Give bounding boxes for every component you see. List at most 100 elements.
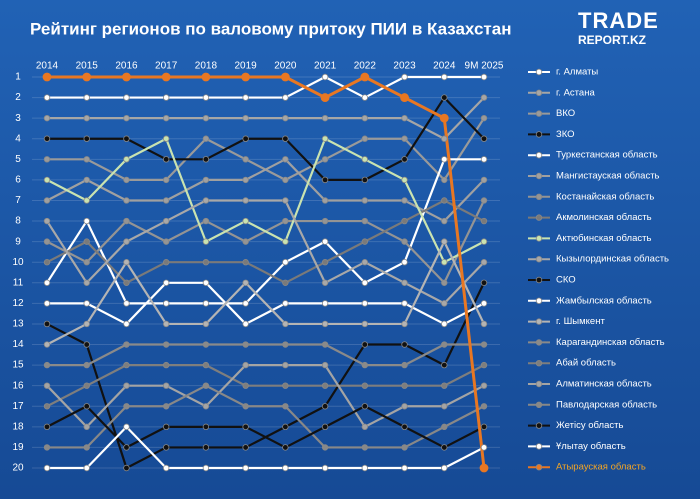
y-tick-label: 15 [12, 360, 24, 371]
point [361, 94, 369, 101]
point [321, 341, 329, 348]
point [401, 114, 408, 122]
point [480, 114, 488, 122]
x-tick-label: 2018 [195, 61, 218, 72]
point [401, 259, 408, 266]
series-line [46, 199, 485, 284]
point [282, 238, 289, 245]
point [321, 197, 329, 204]
point [202, 444, 210, 451]
point [282, 197, 289, 204]
logo-top: TRADE [578, 8, 659, 33]
point [162, 300, 170, 307]
series-line [46, 364, 485, 428]
point [321, 320, 329, 328]
legend-label: Жетісу область [556, 420, 623, 431]
legend-marker [535, 256, 543, 263]
point [123, 423, 130, 431]
point [480, 73, 488, 81]
point [242, 300, 249, 307]
point [43, 300, 51, 307]
point [401, 156, 408, 163]
point [441, 320, 448, 328]
point [441, 423, 448, 431]
point [280, 72, 290, 82]
point [282, 279, 289, 286]
point [162, 156, 170, 163]
point [321, 259, 329, 266]
point [43, 114, 51, 122]
series-line [46, 137, 485, 264]
point [242, 382, 249, 389]
point [83, 135, 90, 142]
point [321, 135, 329, 142]
y-tick-label: 2 [15, 92, 21, 103]
point [202, 403, 210, 410]
point [361, 238, 369, 245]
y-tick-label: 19 [12, 442, 24, 453]
legend-marker [535, 235, 543, 242]
point [43, 382, 51, 389]
point [123, 279, 130, 286]
point [480, 361, 488, 369]
x-tick-label: 2024 [433, 61, 456, 72]
point [241, 72, 251, 82]
legend-marker [535, 276, 543, 284]
point [282, 156, 289, 163]
y-tick-label: 3 [15, 113, 21, 124]
point [321, 444, 329, 451]
point [123, 444, 130, 451]
point [401, 403, 408, 410]
point [42, 72, 52, 82]
legend-marker [535, 172, 543, 180]
y-tick-label: 4 [15, 133, 21, 144]
point [321, 217, 329, 225]
chart-title: Рейтинг регионов по валовому притоку ПИИ… [30, 19, 511, 38]
point [361, 114, 369, 122]
point [162, 464, 170, 472]
legend-label: Костанайская область [556, 191, 654, 202]
point [441, 464, 448, 472]
legend-marker [535, 214, 543, 221]
legend-label: Жамбылская область [556, 295, 652, 306]
point [480, 176, 488, 184]
point [202, 176, 210, 184]
point [242, 156, 249, 163]
legend-label: г. Шымкент [556, 316, 605, 327]
point [43, 156, 51, 163]
point [162, 423, 170, 431]
point [361, 382, 369, 389]
legend-marker [535, 297, 543, 304]
point [202, 156, 210, 163]
point [361, 259, 369, 266]
point [282, 114, 289, 122]
point [202, 279, 210, 286]
point [123, 156, 130, 163]
series-line [47, 96, 485, 181]
point [242, 403, 249, 410]
point [123, 94, 130, 101]
point [83, 259, 90, 266]
point [202, 341, 210, 348]
legend-label: Абай область [556, 358, 616, 369]
y-tick-label: 12 [12, 298, 24, 309]
point [43, 176, 51, 184]
point [82, 72, 92, 82]
point [123, 197, 130, 204]
point [282, 341, 289, 348]
point [480, 300, 488, 307]
point [282, 135, 289, 142]
point [83, 403, 90, 410]
point [441, 197, 448, 204]
point [43, 464, 51, 472]
point [282, 444, 289, 451]
series-line [47, 425, 485, 470]
point [480, 238, 488, 245]
point [361, 403, 369, 410]
point [321, 464, 329, 472]
point [321, 423, 329, 431]
legend-label: Акмолинская область [556, 212, 652, 223]
point [162, 94, 170, 101]
legend-label: Ұлытау область [556, 441, 626, 452]
